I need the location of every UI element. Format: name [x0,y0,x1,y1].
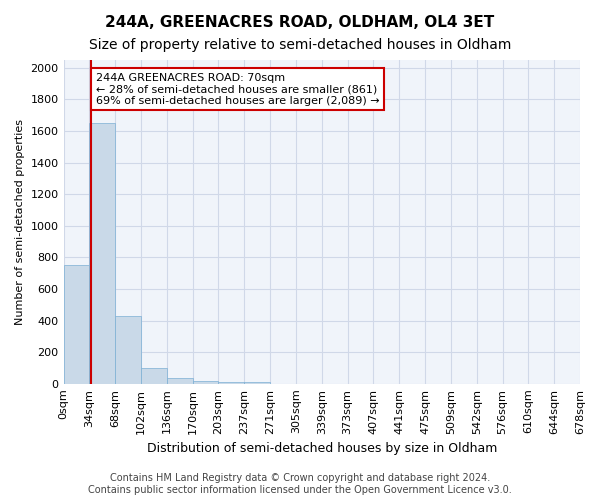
Bar [218,382,244,384]
Bar [141,368,167,384]
X-axis label: Distribution of semi-detached houses by size in Oldham: Distribution of semi-detached houses by … [146,442,497,455]
Bar [244,382,270,384]
Text: 244A GREENACRES ROAD: 70sqm
← 28% of semi-detached houses are smaller (861)
69% : 244A GREENACRES ROAD: 70sqm ← 28% of sem… [95,72,379,106]
Text: Contains HM Land Registry data © Crown copyright and database right 2024.
Contai: Contains HM Land Registry data © Crown c… [88,474,512,495]
Bar [115,316,141,384]
Bar [193,380,218,384]
Text: 244A, GREENACRES ROAD, OLDHAM, OL4 3ET: 244A, GREENACRES ROAD, OLDHAM, OL4 3ET [106,15,494,30]
Bar [64,266,89,384]
Bar [89,123,115,384]
Bar [167,378,193,384]
Text: Size of property relative to semi-detached houses in Oldham: Size of property relative to semi-detach… [89,38,511,52]
Y-axis label: Number of semi-detached properties: Number of semi-detached properties [15,119,25,325]
